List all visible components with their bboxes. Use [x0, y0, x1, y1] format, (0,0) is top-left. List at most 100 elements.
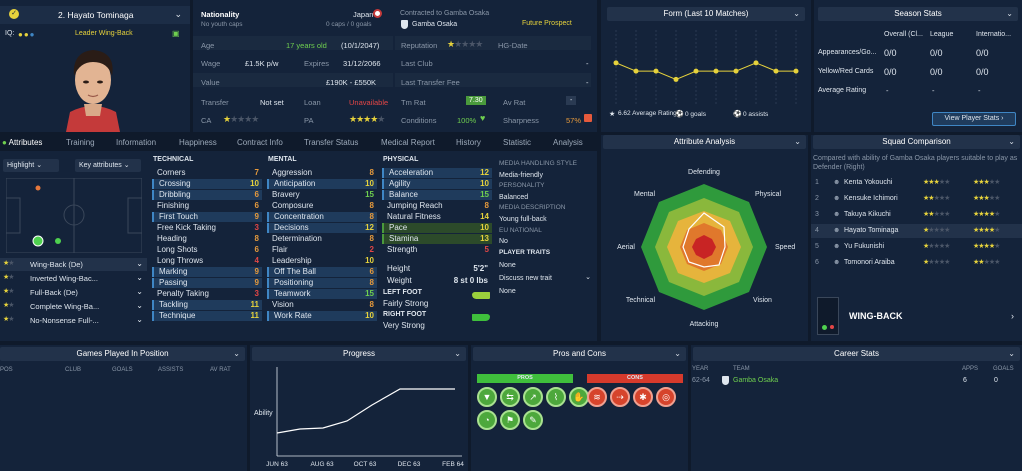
squad-row[interactable]: 2 ☻ Kensuke Ichimori ★★★★★ ★★★★★	[811, 192, 1022, 206]
squad-row[interactable]: 6 ☻ Tomonori Araiba ★★★★★ ★★★★★	[811, 256, 1022, 270]
attribute-row: Marking 9	[152, 267, 262, 277]
pro-icon[interactable]: ↗	[523, 387, 543, 407]
role-item[interactable]: ★★ No-Nonsense Full-... ⌄	[3, 315, 143, 325]
con-icon[interactable]: ◎	[656, 387, 676, 407]
pro-icon[interactable]: ⌇	[546, 387, 566, 407]
career-title: Career Stats	[834, 349, 879, 358]
club-link[interactable]: Gamba Osaka	[412, 21, 458, 28]
discuss-trait-dropdown[interactable]: Discuss new trait ⌄	[497, 273, 595, 285]
form-point[interactable]	[613, 60, 619, 66]
con-icon[interactable]: ≋	[587, 387, 607, 407]
chevron-right-icon[interactable]: ›	[1011, 311, 1014, 321]
chevron-down-icon[interactable]: ⌄	[174, 9, 182, 19]
proscons-header[interactable]: Pros and Cons ⌄	[473, 347, 686, 361]
tab-information[interactable]: Information	[116, 138, 157, 147]
highlight-dropdown[interactable]: Highlight ⌄	[3, 159, 59, 172]
tab-history[interactable]: History	[456, 138, 481, 147]
pro-icon[interactable]: ▼	[477, 387, 497, 407]
squad-row[interactable]: 4 ☻ Hayato Tominaga ★★★★★ ★★★★★	[811, 224, 1022, 238]
key-attributes-dropdown[interactable]: Key attributes ⌄	[75, 159, 141, 172]
attribute-value: 2	[369, 245, 374, 254]
attribute-label: Heading	[157, 234, 187, 243]
attribute-label: Pace	[389, 223, 408, 232]
games-header[interactable]: Games Played In Position ⌄	[0, 347, 245, 361]
con-icon[interactable]: ⇢	[610, 387, 630, 407]
player-card: 2. Hayato Tominaga ⌄ ✓ IQ: ●●● Leader Wi…	[0, 0, 190, 132]
value-value: £190K - £550K	[326, 78, 377, 87]
form-point[interactable]	[753, 60, 759, 66]
chevron-down-icon[interactable]: ⌄	[793, 9, 800, 18]
tmrat-label: Tm Rat	[401, 98, 426, 107]
pro-icon[interactable]: ✋	[569, 387, 589, 407]
form-point[interactable]	[633, 68, 639, 74]
attribute-row: Crossing 10	[152, 179, 262, 189]
dob-value: (10/1/2047)	[341, 41, 380, 50]
person-icon: ☻	[833, 179, 841, 186]
tab-training[interactable]: Training	[66, 138, 95, 147]
progress-header[interactable]: Progress ⌄	[252, 347, 466, 361]
analysis-header[interactable]: Attribute Analysis ⌄	[603, 135, 806, 149]
squad-header[interactable]: Squad Comparison ⌄	[813, 135, 1020, 149]
form-header[interactable]: Form (Last 10 Matches) ⌄	[607, 7, 805, 21]
radar-label-attacking: Attacking	[690, 321, 719, 328]
form-point[interactable]	[793, 68, 799, 74]
squad-player-name: Tomonori Araiba	[844, 259, 895, 266]
tab-medical-report[interactable]: Medical Report	[381, 138, 435, 147]
chevron-down-icon[interactable]: ⌄	[794, 137, 801, 146]
weight-value: 8 st 0 lbs	[453, 276, 488, 285]
tab-transfer-status[interactable]: Transfer Status	[304, 138, 359, 147]
form-point[interactable]	[713, 68, 719, 74]
view-player-stats-button[interactable]: View Player Stats ›	[932, 112, 1016, 126]
clipboard-icon[interactable]: ▣	[172, 29, 180, 38]
tab-attributes[interactable]: ● Attributes	[2, 138, 43, 147]
pro-icon[interactable]: ✎	[523, 410, 543, 430]
role-item[interactable]: ★★ Complete Wing-Ba... ⌄	[3, 301, 143, 311]
pro-icon[interactable]: ⚑	[500, 410, 520, 430]
x-tick: DEC 63	[398, 461, 421, 468]
player-header[interactable]: 2. Hayato Tominaga ⌄	[0, 6, 190, 24]
chevron-down-icon[interactable]: ⌄	[1008, 349, 1015, 358]
player-name: 2. Hayato Tominaga	[58, 10, 134, 20]
squad-rank: 2	[815, 195, 819, 202]
form-point[interactable]	[733, 68, 739, 74]
form-point[interactable]	[653, 68, 659, 74]
attribute-value: 8	[369, 212, 374, 221]
tab-analysis[interactable]: Analysis	[553, 138, 583, 147]
squad-row[interactable]: 1 ☻ Kenta Yokouchi ★★★★★ ★★★★★	[811, 176, 1022, 190]
chevron-down-icon[interactable]: ⌄	[233, 349, 240, 358]
role-list: ★★ Wing-Back (De) ⌄ ★★ Inverted Wing-Bac...…	[0, 258, 147, 341]
squad-row[interactable]: 5 ☻ Yu Fukunishi ★★★★★ ★★★★★	[811, 240, 1022, 254]
attribute-row: Free Kick Taking 3	[152, 223, 262, 233]
attribute-value: 8	[484, 201, 489, 210]
role-item[interactable]: ★★ Full-Back (De) ⌄	[3, 287, 143, 297]
attribute-row: Long Throws 4	[152, 256, 262, 266]
contract-label: Contracted to Gamba Osaka	[400, 10, 490, 17]
pros-label: PROS	[477, 374, 573, 383]
con-icon[interactable]: ✱	[633, 387, 653, 407]
chevron-down-icon[interactable]: ⌄	[674, 349, 681, 358]
pro-icon[interactable]: ⇆	[500, 387, 520, 407]
career-header[interactable]: Career Stats ⌄	[693, 347, 1020, 361]
right-foot-value: Very Strong	[383, 321, 425, 330]
tab-statistic[interactable]: Statistic	[503, 138, 532, 147]
last-club-label: Last Club	[401, 59, 433, 68]
squad-rank: 5	[815, 243, 819, 250]
tab-happiness[interactable]: Happiness	[179, 138, 217, 147]
form-point[interactable]	[773, 68, 779, 74]
role-item[interactable]: ★★ Inverted Wing-Bac... ⌄	[3, 273, 143, 283]
career-year: 62-64	[692, 377, 710, 384]
squad-row[interactable]: 3 ☻ Takuya Kikuchi ★★★★★ ★★★★★	[811, 208, 1022, 222]
form-point[interactable]	[693, 68, 699, 74]
pro-icon[interactable]: ◔	[477, 410, 497, 430]
chevron-down-icon[interactable]: ⌄	[454, 349, 461, 358]
career-team[interactable]: Gamba Osaka	[733, 377, 779, 384]
tab-contract-info[interactable]: Contract Info	[237, 138, 283, 147]
chevron-down-icon[interactable]: ⌄	[1006, 9, 1013, 18]
season-header[interactable]: Season Stats ⌄	[818, 7, 1018, 21]
role-item[interactable]: ★★ Wing-Back (De) ⌄	[0, 258, 147, 271]
attribute-label: Passing	[159, 278, 188, 287]
attribute-label: Long Shots	[157, 245, 198, 254]
form-point[interactable]	[673, 76, 679, 82]
attribute-value: 8	[369, 168, 374, 177]
chevron-down-icon[interactable]: ⌄	[1008, 137, 1015, 146]
